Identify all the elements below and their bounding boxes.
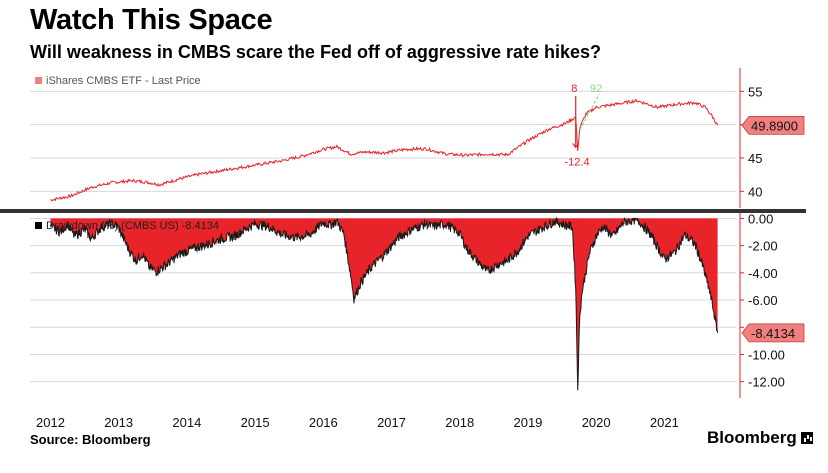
drawdown-series-area [50, 218, 718, 391]
bloomberg-brand: Bloomberg [707, 428, 813, 448]
drawdown-y-tick-label-1: -2.00 [748, 239, 778, 254]
x-tick-label-9: 2021 [650, 415, 679, 430]
price-annotation-0: 8 [571, 83, 577, 95]
price-legend-swatch [35, 77, 42, 84]
x-tick-label-2: 2014 [172, 415, 201, 430]
chart-title: Watch This Space [30, 4, 273, 36]
drawdown-y-tick-label-2: -4.00 [748, 266, 778, 281]
drawdown-y-tick-label-5: -10.00 [748, 347, 785, 362]
price-annotation-2: -12.4 [565, 156, 590, 168]
x-tick-label-1: 2013 [104, 415, 133, 430]
x-tick-label-8: 2020 [582, 415, 611, 430]
drop-arrow-head [572, 142, 580, 149]
x-tick-label-7: 2019 [513, 415, 542, 430]
chart-subtitle: Will weakness in CMBS scare the Fed off … [30, 42, 602, 62]
price-last-value-callout-text: 49.8900 [751, 118, 798, 133]
x-tick-label-4: 2016 [309, 415, 338, 430]
price-series-line [50, 98, 719, 202]
price-legend-label: iShares CMBS ETF - Last Price [46, 75, 201, 87]
drawdown-last-value-callout-box [741, 323, 805, 343]
drawdown-last-value-callout: -8.4134 [741, 323, 805, 343]
price-y-tick-label-0: 40 [748, 184, 762, 199]
drawdown-last-value-callout-text: -8.4134 [751, 326, 795, 341]
price-last-value-callout: 49.8900 [741, 116, 805, 135]
recovery-dashed-line [579, 93, 601, 131]
x-tick-label-0: 2012 [36, 415, 65, 430]
drawdown-legend-swatch [35, 222, 42, 229]
price-y-tick-label-1: 45 [748, 151, 762, 166]
price-y-tick-label-3: 55 [748, 84, 762, 99]
source-note: Source: Bloomberg [30, 432, 151, 447]
price-annotation-1: 92 [590, 83, 602, 95]
price-last-value-callout-box [741, 116, 805, 135]
drawdown-series-edge [50, 216, 719, 391]
drawdown-legend-label: Drawdown (%) (CMBS US) -8.4134 [46, 220, 219, 232]
brand-name: Bloomberg [707, 428, 797, 447]
x-tick-label-3: 2015 [241, 415, 270, 430]
drawdown-y-tick-label-3: -6.00 [748, 293, 778, 308]
bloomberg-logo-icon [800, 432, 813, 444]
x-tick-label-6: 2018 [445, 415, 474, 430]
x-tick-label-5: 2017 [377, 415, 406, 430]
drawdown-y-tick-label-0: 0.00 [748, 211, 773, 226]
panel-divider [0, 209, 806, 213]
drawdown-y-tick-label-6: -12.00 [748, 375, 785, 390]
